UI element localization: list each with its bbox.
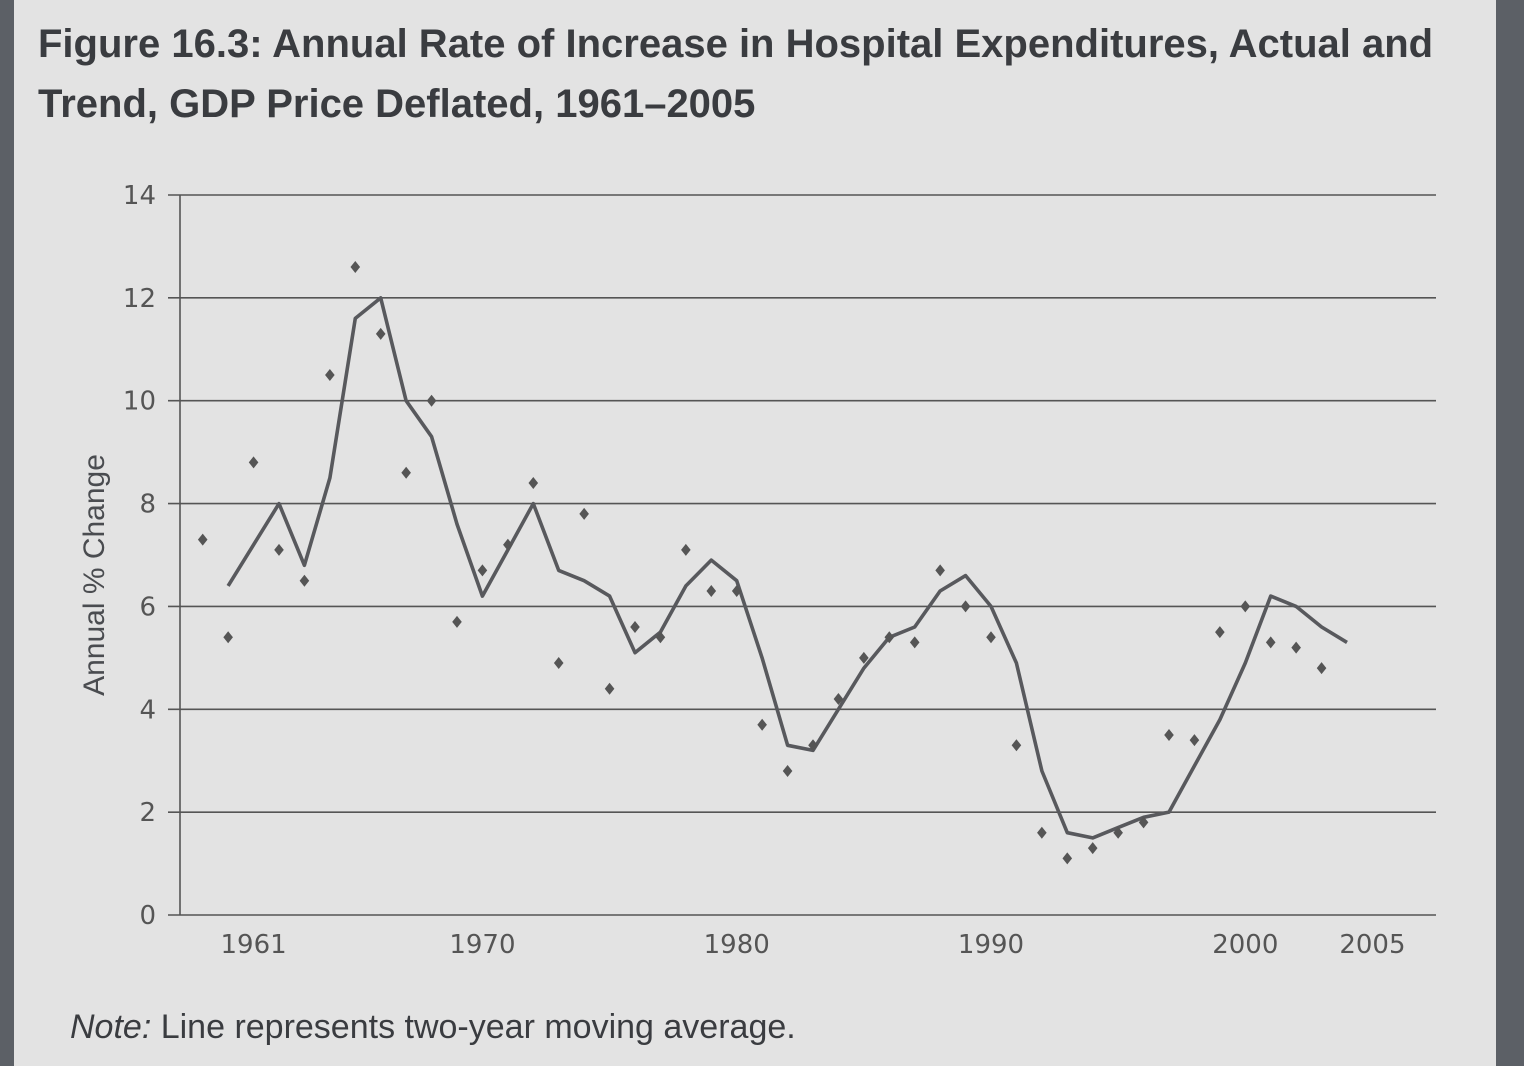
- actual-data-point: [935, 564, 945, 577]
- actual-data-point: [681, 543, 691, 556]
- moving-average-line: [226, 296, 1348, 840]
- y-tick-label: 12: [123, 284, 156, 314]
- actual-data-point: [960, 600, 971, 613]
- actual-data-point: [1113, 826, 1123, 839]
- actual-data-point: [325, 369, 335, 381]
- chart-title: Figure 16.3: Annual Rate of Increase in …: [38, 22, 1434, 126]
- actual-data-point: [1316, 662, 1327, 675]
- actual-data-point: [477, 564, 488, 577]
- actual-data-point: [884, 631, 895, 644]
- actual-data-point: [630, 621, 640, 633]
- x-tick-label: 1980: [704, 930, 770, 960]
- actual-data-point: [197, 533, 208, 546]
- actual-data-point: [248, 456, 259, 469]
- actual-data-point: [274, 543, 284, 556]
- actual-data-point: [375, 327, 386, 340]
- note-text: Line represents two-year moving average.: [151, 1008, 796, 1046]
- actual-data-point: [808, 739, 818, 752]
- actual-data-point: [1062, 852, 1073, 865]
- gridlines: [168, 194, 1436, 916]
- actual-data-point: [1011, 739, 1022, 752]
- actual-data-point: [1164, 729, 1174, 741]
- x-tick-label: 1961: [220, 930, 286, 960]
- y-axis-label: Annual % Change: [78, 454, 111, 696]
- actual-data-point: [1037, 826, 1047, 839]
- series-lines: [226, 296, 1348, 840]
- actual-data-point: [909, 636, 920, 649]
- actual-data-point: [452, 615, 462, 628]
- series-markers: [197, 261, 1327, 865]
- y-tick-label: 6: [139, 592, 156, 622]
- actual-data-point: [401, 466, 411, 479]
- actual-data-point: [1087, 842, 1098, 855]
- y-tick-label: 8: [139, 490, 156, 520]
- actual-data-point: [782, 765, 793, 777]
- actual-data-point: [833, 693, 844, 705]
- actual-data-point: [1215, 626, 1225, 639]
- x-tick-label: 2005: [1339, 930, 1405, 960]
- y-tick-label: 2: [139, 798, 156, 828]
- actual-data-point: [503, 538, 513, 551]
- actual-data-point: [350, 261, 361, 273]
- actual-data-point: [1265, 636, 1276, 649]
- actual-data-point: [986, 631, 996, 644]
- actual-data-point: [299, 574, 310, 587]
- actual-data-point: [706, 585, 717, 597]
- actual-data-point: [528, 477, 539, 489]
- y-tick-label: 0: [139, 901, 156, 931]
- actual-data-point: [859, 651, 869, 664]
- actual-data-point: [1240, 600, 1251, 613]
- actual-data-point: [604, 682, 615, 695]
- actual-data-point: [1189, 734, 1200, 747]
- chart-note: Note: Line represents two-year moving av…: [70, 1008, 796, 1047]
- x-tick-label: 1990: [958, 930, 1024, 960]
- actual-data-point: [579, 507, 589, 520]
- y-tick-label: 14: [123, 181, 156, 211]
- actual-data-point: [553, 657, 564, 669]
- y-tick-label: 10: [123, 387, 156, 417]
- y-tick-label: 4: [139, 695, 156, 725]
- actual-data-point: [731, 585, 742, 597]
- actual-data-point: [426, 394, 437, 407]
- x-tick-label: 2000: [1212, 930, 1278, 960]
- actual-data-point: [655, 631, 666, 644]
- axes: 0 2 4 6 8 10 12 14 1961 1970 1980 1990 2000 2005: [123, 181, 1406, 960]
- actual-data-point: [1291, 641, 1301, 654]
- actual-data-point: [223, 631, 233, 644]
- actual-data-point: [757, 718, 767, 731]
- note-prefix: Note:: [70, 1008, 152, 1046]
- x-tick-label: 1970: [449, 930, 515, 960]
- actual-data-point: [1138, 816, 1149, 829]
